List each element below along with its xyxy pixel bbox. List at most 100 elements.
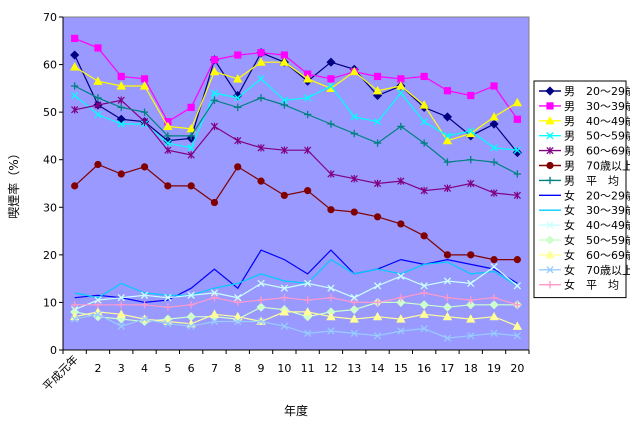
legend-marker [545,250,555,259]
legend-label: 女 20～29歳 [564,188,630,202]
y-tick-label: 30 [43,201,57,214]
data-point [397,220,405,228]
data-point [234,294,242,302]
legend-label: 男 60～69歳 [564,145,630,158]
x-tick-label: 12 [324,362,338,375]
legend-marker [546,176,554,185]
data-point [327,327,335,335]
x-tick-label: 19 [487,362,501,375]
data-point [163,121,173,131]
data-point [373,332,382,340]
data-point [467,91,475,100]
x-tick-label: 20 [510,362,524,375]
series-line [74,258,518,299]
x-tick-label: 10 [277,362,291,375]
legend-item: 女 30～39歳 [539,203,630,217]
data-point [350,208,358,216]
data-point [373,117,382,126]
data-point [443,158,452,166]
data-point [350,175,358,183]
data-point [117,170,125,178]
y-tick-label: 70 [43,11,57,24]
data-point [467,279,475,288]
legend-item: 男 40～49歳 [539,115,630,128]
data-point [442,302,453,312]
data-point [513,191,521,200]
series-line [74,85,518,175]
data-point [117,120,125,128]
data-point [467,156,475,164]
data-point [443,293,452,302]
y-tick-label: 40 [43,154,57,167]
data-point [210,89,219,97]
data-point [420,232,428,240]
data-point [513,115,521,123]
legend-marker [546,146,554,155]
data-point [70,50,80,60]
data-point [94,310,102,318]
data-point [234,103,242,112]
data-point [420,324,428,333]
data-point [467,332,475,340]
x-tick-label: 5 [164,362,171,375]
data-point [140,301,149,309]
data-point [164,294,172,302]
data-point [234,298,242,307]
series-line [74,249,518,304]
x-tick-label: 16 [417,362,431,375]
plot-area [62,16,530,351]
data-point [420,139,428,147]
data-point [397,89,405,97]
series-line [74,292,518,308]
legend-marker [545,86,555,96]
data-point [373,179,382,188]
data-point [489,119,499,129]
series-layer [69,34,523,342]
data-point [187,132,195,140]
data-point [326,311,336,321]
data-point [513,332,522,340]
data-point [442,311,453,321]
x-tick-label: 11 [301,362,315,375]
data-point [116,309,126,318]
series-13 [70,310,522,342]
data-point [210,293,219,302]
legend-item: 女 60～69歳 [539,248,630,262]
series-line [74,51,518,153]
data-point [234,94,242,102]
data-point [279,307,290,316]
data-point [164,132,172,140]
legend-label: 女 70歳以上 [564,263,630,277]
legend-item: 男 70歳以上 [539,160,630,173]
data-point [303,279,312,288]
data-point [70,91,79,100]
data-point [397,122,405,131]
data-point [373,298,382,307]
data-point [70,315,79,323]
data-point [467,127,475,135]
data-point [490,256,498,264]
data-point [69,62,80,71]
legend-label: 女 平 均 [564,278,619,292]
data-point [490,329,498,338]
x-tick-label: 8 [234,362,241,375]
data-point [489,300,499,310]
data-point [209,309,220,318]
data-point [443,334,452,342]
data-point [186,123,196,133]
legend-label: 男 20～29歳 [564,85,630,98]
legend-label: 男 40～49歳 [564,115,630,128]
data-point [140,75,149,83]
series-6 [71,160,521,264]
data-point [327,284,335,292]
data-point [397,327,405,335]
data-point [372,85,383,95]
data-point [140,315,149,323]
data-point [257,177,265,185]
data-point [280,284,289,292]
data-point [210,317,219,326]
data-point [327,206,335,214]
data-point [164,320,172,328]
data-point [466,314,476,323]
